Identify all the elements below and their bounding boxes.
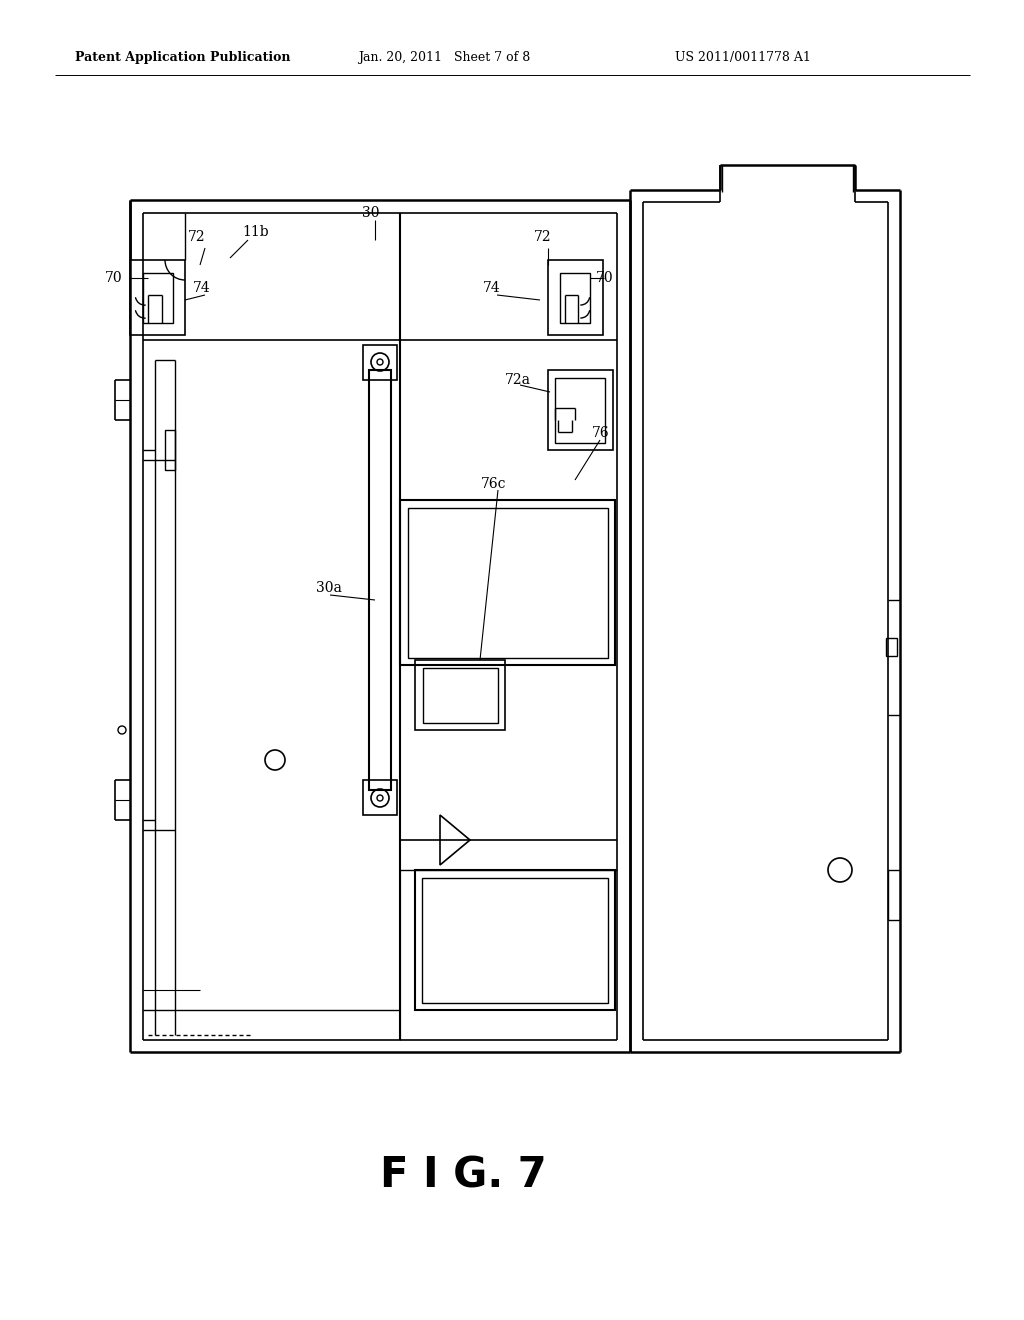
Bar [130,260,185,335]
Text: Patent Application Publication: Patent Application Publication [75,50,291,63]
Text: 76: 76 [592,426,609,440]
Bar [415,660,505,730]
Bar [560,273,590,323]
Bar [362,345,397,380]
Text: 70: 70 [105,271,123,285]
Text: 11b: 11b [242,224,268,239]
Text: 76c: 76c [481,477,507,491]
Text: 74: 74 [193,281,211,294]
Bar [548,260,603,335]
Bar [423,668,498,723]
Bar [143,273,173,323]
Bar [555,378,605,444]
Text: F I G. 7: F I G. 7 [380,1154,547,1196]
Bar [886,638,897,656]
Bar [400,500,615,665]
Text: 72a: 72a [505,374,531,387]
Bar [362,780,397,814]
Text: 70: 70 [596,271,613,285]
Text: Jan. 20, 2011   Sheet 7 of 8: Jan. 20, 2011 Sheet 7 of 8 [358,50,530,63]
Bar [422,878,608,1003]
Bar [415,870,615,1010]
Bar [548,370,613,450]
Text: US 2011/0011778 A1: US 2011/0011778 A1 [675,50,811,63]
Text: 30a: 30a [316,581,342,595]
Text: 72: 72 [534,230,552,244]
Bar [165,430,175,470]
Bar [408,508,608,657]
Text: 30: 30 [362,206,380,220]
Text: 74: 74 [483,281,501,294]
Bar [369,370,391,789]
Text: 72: 72 [188,230,206,244]
